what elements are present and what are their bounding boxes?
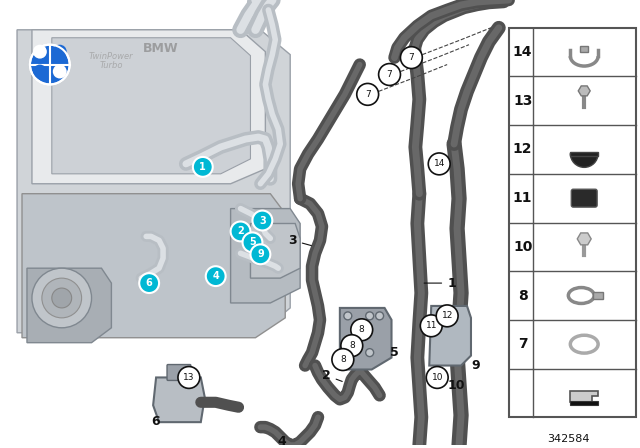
Text: TwinPower: TwinPower: [89, 52, 134, 60]
Polygon shape: [577, 233, 591, 245]
Polygon shape: [153, 378, 205, 422]
Text: 6: 6: [146, 278, 152, 288]
Polygon shape: [570, 391, 598, 402]
Circle shape: [379, 64, 401, 86]
Circle shape: [428, 153, 450, 175]
FancyBboxPatch shape: [167, 365, 191, 380]
Circle shape: [356, 83, 379, 105]
Text: 11: 11: [513, 191, 532, 205]
Circle shape: [426, 366, 448, 388]
Circle shape: [206, 266, 226, 286]
Text: 11: 11: [426, 321, 437, 330]
Polygon shape: [27, 268, 111, 343]
Text: 12: 12: [513, 142, 532, 156]
Circle shape: [332, 349, 354, 370]
Circle shape: [344, 312, 352, 320]
Text: 5: 5: [390, 345, 398, 358]
Circle shape: [33, 45, 47, 59]
Text: Turbo: Turbo: [100, 60, 123, 69]
Text: 7: 7: [365, 90, 371, 99]
Text: 6: 6: [151, 415, 160, 428]
Circle shape: [376, 312, 383, 320]
Circle shape: [230, 221, 250, 241]
Circle shape: [401, 47, 422, 69]
Text: 342584: 342584: [547, 434, 589, 444]
Circle shape: [243, 233, 262, 252]
Polygon shape: [250, 224, 300, 278]
Polygon shape: [340, 308, 392, 370]
Circle shape: [436, 305, 458, 327]
Polygon shape: [17, 30, 290, 333]
Circle shape: [341, 335, 363, 357]
Polygon shape: [22, 194, 285, 338]
Polygon shape: [230, 209, 300, 303]
Text: 14: 14: [433, 159, 445, 168]
Circle shape: [420, 315, 442, 337]
Circle shape: [53, 45, 67, 59]
Text: 8: 8: [518, 289, 527, 302]
Text: 9: 9: [257, 249, 264, 259]
Text: 3: 3: [288, 234, 312, 247]
Text: 5: 5: [249, 237, 256, 247]
Circle shape: [53, 65, 67, 78]
Text: 1: 1: [424, 276, 456, 289]
Circle shape: [365, 349, 374, 357]
Text: 4: 4: [278, 435, 287, 448]
Text: 3: 3: [259, 215, 266, 225]
Text: 13: 13: [513, 94, 532, 108]
Circle shape: [351, 319, 372, 340]
FancyBboxPatch shape: [593, 292, 603, 299]
Polygon shape: [429, 306, 471, 366]
Text: 12: 12: [442, 311, 453, 320]
Text: 13: 13: [183, 373, 195, 382]
Circle shape: [32, 268, 92, 328]
Text: 8: 8: [359, 325, 365, 334]
Text: 2: 2: [322, 369, 342, 382]
FancyBboxPatch shape: [570, 401, 598, 405]
Text: 9: 9: [471, 359, 479, 372]
Text: 14: 14: [513, 45, 532, 59]
Text: 7: 7: [408, 53, 414, 62]
FancyBboxPatch shape: [572, 189, 597, 207]
Text: 8: 8: [340, 355, 346, 364]
Text: 1: 1: [200, 162, 206, 172]
Circle shape: [42, 278, 82, 318]
Text: 8: 8: [349, 341, 355, 350]
FancyBboxPatch shape: [580, 46, 588, 52]
Polygon shape: [32, 30, 266, 184]
FancyBboxPatch shape: [570, 152, 598, 156]
Text: 7: 7: [518, 337, 527, 351]
Circle shape: [33, 65, 47, 78]
Wedge shape: [570, 154, 598, 168]
Circle shape: [193, 157, 212, 177]
Polygon shape: [52, 38, 250, 174]
Circle shape: [344, 349, 352, 357]
Circle shape: [30, 45, 70, 84]
FancyBboxPatch shape: [509, 28, 636, 417]
Text: 10: 10: [513, 240, 532, 254]
Text: 2: 2: [237, 226, 244, 237]
Circle shape: [140, 273, 159, 293]
Circle shape: [178, 366, 200, 388]
Text: 4: 4: [212, 271, 219, 281]
Text: BMW: BMW: [143, 42, 179, 55]
Text: 10: 10: [447, 379, 465, 392]
Circle shape: [252, 211, 273, 230]
Circle shape: [52, 288, 72, 308]
Text: 7: 7: [387, 70, 392, 79]
Circle shape: [365, 312, 374, 320]
Text: 10: 10: [431, 373, 443, 382]
Polygon shape: [579, 86, 590, 96]
Circle shape: [250, 244, 270, 264]
